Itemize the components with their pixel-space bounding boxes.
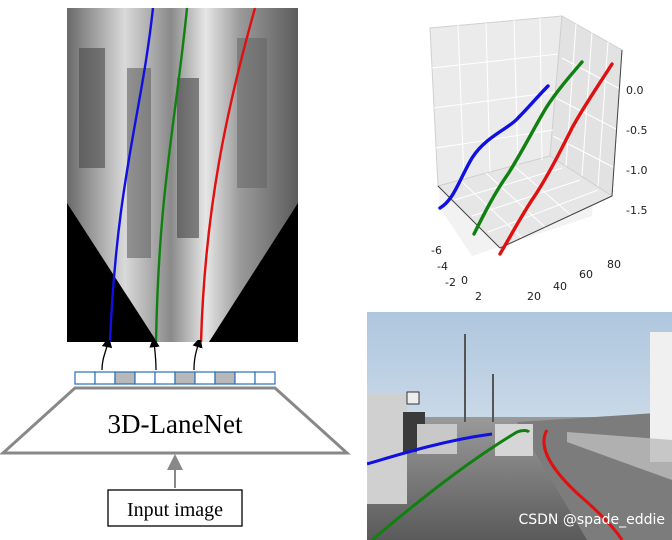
- tick-label: -1.5: [626, 204, 647, 217]
- tick-label: 80: [607, 258, 621, 271]
- anchor-cell: [154, 371, 176, 385]
- tick-label: 0.0: [626, 84, 644, 97]
- photo-lane-red: [542, 429, 624, 540]
- anchor-cells: [74, 371, 276, 385]
- anchor-cell: [174, 371, 196, 385]
- architecture-diagram: 3D-LaneNet Input image: [0, 340, 351, 527]
- anchor-cell: [134, 371, 156, 385]
- tick-label: -6: [431, 244, 442, 257]
- photo-lane-blue: [367, 432, 493, 466]
- 3d-lane-green: [472, 60, 584, 236]
- bev-lane-blue: [108, 8, 155, 342]
- bev-lane-red: [199, 8, 257, 342]
- car: [417, 424, 457, 454]
- network-label: 3D-LaneNet: [108, 409, 243, 439]
- input-box: [107, 489, 243, 527]
- arrow-to-lane-2: [149, 340, 160, 371]
- tick-label: -1.0: [626, 164, 647, 177]
- lane-3d-plot: 0.0 -0.5 -1.0 -1.5 -6 -4 -2 02 20 40 60 80: [429, 15, 647, 303]
- anchor-cell: [74, 371, 96, 385]
- bev-image: [67, 8, 298, 342]
- tick-label: 40: [553, 280, 567, 293]
- tick-label: 20: [527, 290, 541, 303]
- anchor-cell: [234, 371, 256, 385]
- tick-label: -4: [437, 260, 448, 273]
- tick-label: -2: [445, 276, 456, 289]
- 3d-lane-blue: [438, 84, 550, 210]
- anchor-cell: [254, 371, 276, 385]
- tick-label: 2: [475, 290, 482, 303]
- bev-lane-green: [154, 8, 189, 342]
- arrow-to-lane-1: [101, 340, 113, 371]
- input-label: Input image: [127, 499, 223, 521]
- anchor-cell: [114, 371, 136, 385]
- tick-label: -0.5: [626, 124, 647, 137]
- truck: [367, 394, 407, 504]
- car: [495, 424, 533, 456]
- photo-lane-green: [371, 429, 531, 540]
- network-block: [0, 386, 351, 455]
- anchor-cell: [194, 371, 216, 385]
- camera-image: CSDN @spade_eddie: [367, 312, 672, 540]
- tick-label: 60: [579, 268, 593, 281]
- arrow-to-lane-3: [192, 340, 203, 371]
- anchor-cell: [214, 371, 236, 385]
- 3d-lane-red: [498, 62, 614, 256]
- building: [650, 332, 672, 462]
- watermark: CSDN @spade_eddie: [518, 512, 665, 528]
- anchor-cell: [94, 371, 116, 385]
- tick-label: 0: [461, 274, 468, 287]
